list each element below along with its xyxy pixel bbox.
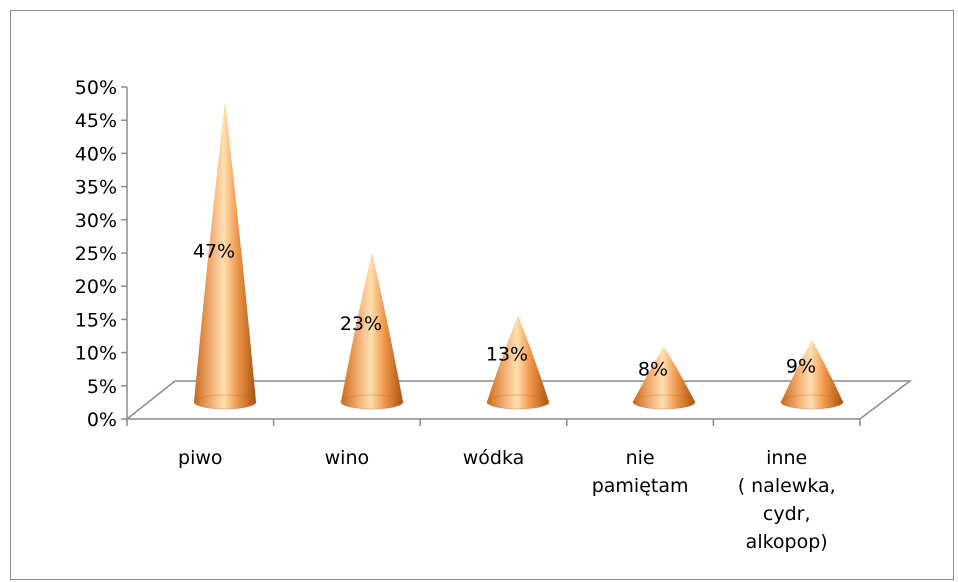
cone-bar-3	[632, 346, 696, 410]
category-label-line: pamiętam	[592, 475, 689, 497]
cone-body	[781, 340, 843, 409]
cone-bar-4	[780, 340, 844, 410]
category-label-0: piwo	[178, 447, 223, 469]
y-tick-label: 5%	[87, 376, 117, 398]
category-label-line: alkopop)	[746, 531, 828, 553]
cone-base	[193, 394, 257, 410]
y-tick-label: 25%	[75, 243, 117, 265]
category-label-line: ( nalewka,	[738, 475, 836, 497]
category-label-line: cydr,	[763, 503, 811, 525]
cone-body	[487, 315, 549, 409]
cone-bar-0	[193, 100, 257, 410]
cones-layer	[193, 100, 844, 410]
category-label-1: wino	[325, 447, 370, 469]
y-tick-label: 20%	[75, 276, 117, 298]
cone-base	[632, 394, 696, 410]
chart-floor	[124, 380, 913, 420]
labels-layer: 47% piwo 23% wino 13% wódka 8% nie pamiętam 9% inn…	[178, 240, 836, 553]
category-label-line: nie	[626, 447, 655, 469]
data-label-2: 13%	[486, 343, 528, 365]
category-label-3: nie pamiętam	[592, 447, 689, 497]
y-tick-label: 35%	[75, 177, 117, 199]
category-label-line: piwo	[178, 447, 223, 469]
cone-base	[340, 394, 404, 410]
cone-base	[780, 394, 844, 410]
cone-bar-1	[340, 252, 404, 410]
y-tick-label: 0%	[87, 409, 117, 431]
y-tick-label: 40%	[75, 143, 117, 165]
y-tick-label: 10%	[75, 343, 117, 365]
category-label-line: wódka	[463, 447, 525, 469]
y-tick-label: 45%	[75, 110, 117, 132]
cone-bar-2	[486, 315, 550, 410]
cone-body	[633, 346, 695, 409]
y-tick-label: 30%	[75, 210, 117, 232]
axes-layer: 0% 5% 10% 15% 20% 25% 30% 35% 40% 45% 50%	[75, 77, 913, 431]
data-label-0: 47%	[193, 240, 235, 262]
cone-body	[194, 100, 256, 410]
category-label-line: wino	[325, 447, 370, 469]
data-label-4: 9%	[786, 355, 816, 377]
data-label-3: 8%	[638, 358, 668, 380]
category-label-4: inne ( nalewka, cydr, alkopop)	[738, 447, 836, 553]
category-label-2: wódka	[463, 447, 525, 469]
y-tick-label: 50%	[75, 77, 117, 99]
y-tick-label: 15%	[75, 309, 117, 331]
data-label-1: 23%	[340, 313, 382, 335]
chart-frame	[10, 10, 954, 580]
cone-base	[486, 394, 550, 410]
cone-body	[341, 252, 403, 409]
category-label-line: inne	[766, 447, 807, 469]
